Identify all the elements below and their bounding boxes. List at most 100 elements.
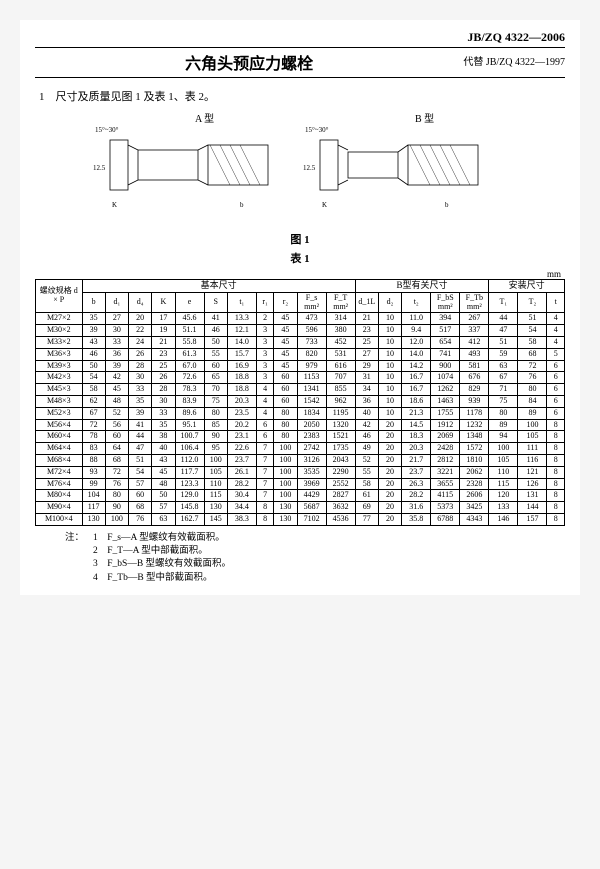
cell: 3969 [297,478,326,490]
cell: 28 [129,360,152,372]
cell: 26 [152,372,175,384]
cell: 44 [129,431,152,443]
bolt-diagram: A 型 15°~30° K b 12.5 B 型 [90,110,510,220]
table-row: M33×24333242155.85014.0345733452251012.0… [36,337,565,349]
cell: 60 [274,396,297,408]
cell: 2606 [460,490,489,502]
cell: 68 [129,502,152,514]
cell: 111 [518,443,547,455]
cell: 26.1 [227,466,256,478]
th-d4: d₄ [129,292,152,313]
th-spec: 螺纹规格 d × P [36,280,83,313]
cell: 962 [326,396,355,408]
table-row: M90×4117906857145.813034.481305687363269… [36,502,565,514]
table-row: M48×36248353083.97520.34601542962361018.… [36,396,565,408]
cell: 4536 [326,514,355,526]
cell: 46 [355,431,378,443]
cell: 63 [152,514,175,526]
cell: M36×3 [36,348,83,360]
cell: 6 [547,396,565,408]
cell: 8 [256,502,273,514]
cell: 123.3 [175,478,204,490]
cell: 54 [82,372,105,384]
cell: 1735 [326,443,355,455]
cell: 110 [204,478,227,490]
cell: 30 [105,325,128,337]
cell: 72.6 [175,372,204,384]
cell: 83.9 [175,396,204,408]
cell: 52 [355,455,378,467]
th-r1: r₁ [256,292,273,313]
cell: 71 [489,384,518,396]
cell: 10 [378,407,401,419]
cell: 394 [431,313,460,325]
cell: 60 [204,360,227,372]
cell: 93 [82,466,105,478]
cell: 89.6 [175,407,204,419]
cell: 146 [489,514,518,526]
cell: 23.5 [227,407,256,419]
cell: 1074 [431,372,460,384]
th-T1: T₁ [489,292,518,313]
cell: 13.3 [227,313,256,325]
cell: 60 [129,490,152,502]
table-row: M27×23527201745.64113.3245473314211011.0… [36,313,565,325]
cell: 41 [204,313,227,325]
cell: 20.2 [227,419,256,431]
cell: 1178 [460,407,489,419]
cell: 34.4 [227,502,256,514]
cell: 3126 [297,455,326,467]
cell: 51 [518,313,547,325]
cell: 20 [378,455,401,467]
cell: 10 [378,396,401,408]
cell: 2428 [431,443,460,455]
cell: 46 [204,325,227,337]
cell: M90×4 [36,502,83,514]
cell: 45 [274,348,297,360]
table-row: M76×499765748123.311028.2710039692552582… [36,478,565,490]
cell: 25 [152,360,175,372]
th-t2: t₂ [402,292,431,313]
cell: 29 [355,360,378,372]
cell: M42×3 [36,372,83,384]
cell: 23.1 [227,431,256,443]
cell: 105 [518,431,547,443]
cell: 20 [378,443,401,455]
cell: 60 [274,372,297,384]
cell: 117 [82,502,105,514]
cell: 1232 [460,419,489,431]
cell: 90 [105,502,128,514]
cell: 5373 [431,502,460,514]
cell: 72 [105,466,128,478]
cell: 43 [82,337,105,349]
cell: M68×4 [36,455,83,467]
cell: 112.0 [175,455,204,467]
cell: 8 [547,490,565,502]
cell: M80×4 [36,490,83,502]
cell: 100 [489,443,518,455]
cell: 1341 [297,384,326,396]
cell: 33 [152,407,175,419]
cell: 31.6 [402,502,431,514]
cell: 22 [129,325,152,337]
cell: 3655 [431,478,460,490]
cell: 89 [489,419,518,431]
svg-text:12.5: 12.5 [303,164,316,172]
table-row: M30×23930221951.14612.134559638023109.45… [36,325,565,337]
cell: 20 [378,514,401,526]
cell: M48×3 [36,396,83,408]
cell: 100 [274,490,297,502]
cell: 83 [82,443,105,455]
cell: 741 [431,348,460,360]
cell: 40 [355,407,378,419]
cell: 69 [355,502,378,514]
cell: 95 [204,443,227,455]
cell: 6 [256,419,273,431]
table-row: M68×488685143112.010023.7710031262043522… [36,455,565,467]
notes-lead: 注： [65,532,93,545]
cell: 145.8 [175,502,204,514]
cell: 84 [518,396,547,408]
cell: 314 [326,313,355,325]
cell: 68 [105,455,128,467]
cell: 27 [355,348,378,360]
